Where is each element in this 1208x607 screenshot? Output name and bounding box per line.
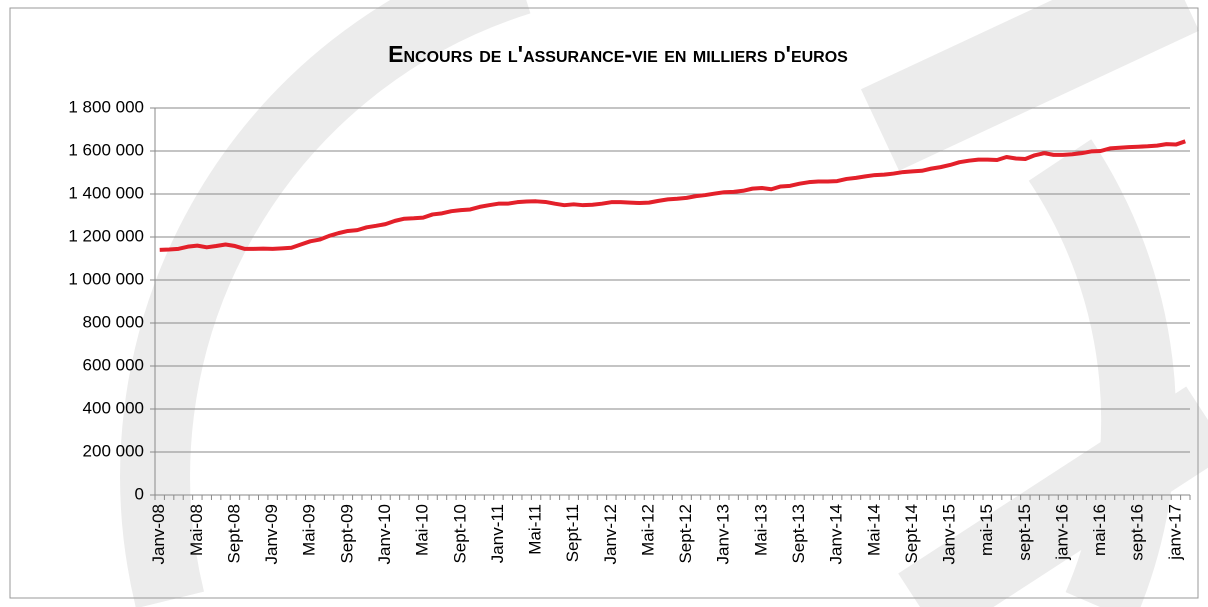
x-tick-label: Sept-11: [563, 504, 582, 562]
data-line: [159, 139, 1186, 252]
x-tick-label: Mai-09: [300, 504, 319, 556]
y-tick-label: 1 000 000: [68, 269, 144, 288]
y-tick-label: 800 000: [83, 312, 144, 331]
y-tick-label: 600 000: [83, 355, 144, 374]
x-tick-label: Sept-09: [337, 504, 356, 564]
y-tick-label: 1 800 000: [68, 97, 144, 116]
x-tick-label: Janv-08: [149, 504, 168, 564]
x-tick-label: Sept-10: [450, 504, 469, 564]
x-tick-label: Mai-12: [638, 504, 657, 556]
x-tick-label: janv-16: [1052, 504, 1071, 561]
y-tick-label: 200 000: [83, 441, 144, 460]
y-tick-label: 1 400 000: [68, 183, 144, 202]
x-tick-label: Sept-12: [676, 504, 695, 564]
x-tick-label: Mai-13: [751, 504, 770, 556]
x-tick-label: Janv-11: [488, 504, 507, 563]
x-tick-label: Janv-13: [714, 504, 733, 564]
x-tick-label: Mai-08: [187, 504, 206, 556]
x-tick-label: Janv-15: [940, 504, 959, 564]
y-tick-label: 1 600 000: [68, 140, 144, 159]
x-tick-label: Sept-08: [224, 504, 243, 564]
x-tick-label: Sept-14: [902, 504, 921, 564]
chart-title: Encours de l'assurance-vie en milliers d…: [388, 41, 848, 67]
x-tick-label: Janv-09: [262, 504, 281, 564]
x-tick-label: Mai-14: [864, 504, 883, 556]
chart-border: [9, 7, 1199, 599]
x-tick-label: Mai-10: [413, 504, 432, 556]
x-tick-label: Sept-13: [789, 504, 808, 564]
x-tick-label: Janv-12: [601, 504, 620, 564]
x-tick-label: sept-15: [1015, 504, 1034, 561]
y-tick-label: 400 000: [83, 398, 144, 417]
x-tick-label: mai-15: [977, 504, 996, 556]
y-tick-label: 0: [135, 484, 144, 503]
x-tick-label: Janv-10: [375, 504, 394, 564]
x-tick-label: sept-16: [1128, 504, 1147, 561]
x-tick-label: Mai-11: [526, 504, 545, 555]
x-tick-label: janv-17: [1165, 504, 1184, 561]
x-tick-label: mai-16: [1090, 504, 1109, 556]
x-tick-label: Janv-14: [827, 504, 846, 564]
y-tick-label: 1 200 000: [68, 226, 144, 245]
